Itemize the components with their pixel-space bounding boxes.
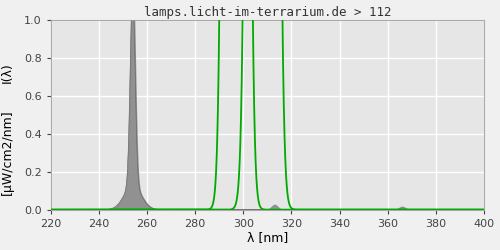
Title: lamps.licht-im-terrarium.de > 112: lamps.licht-im-terrarium.de > 112: [144, 6, 391, 18]
Text: I(λ): I(λ): [1, 62, 14, 83]
X-axis label: λ [nm]: λ [nm]: [246, 232, 288, 244]
Text: [µW/cm2/nm]: [µW/cm2/nm]: [1, 110, 14, 196]
